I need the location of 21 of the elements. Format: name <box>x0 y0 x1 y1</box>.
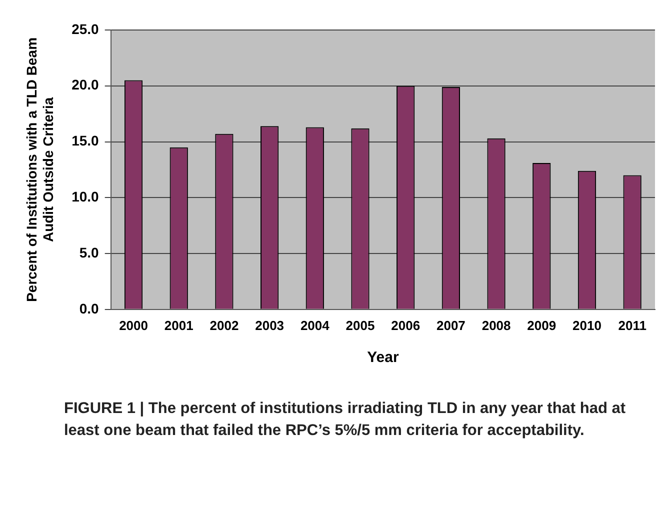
x-tick-label: 2008 <box>482 318 511 333</box>
y-tick-label: 0.0 <box>79 300 100 316</box>
y-axis-title: Percent of Institutions with a TLD Beam Audit Outside Criteria <box>23 37 56 302</box>
x-tick-label: 2003 <box>255 318 284 333</box>
x-tick-label: 2006 <box>391 318 420 333</box>
y-tick-label: 20.0 <box>72 76 100 93</box>
x-tick-label: 2002 <box>210 318 239 333</box>
x-axis-title: Year <box>367 349 399 366</box>
caption: FIGURE 1 | The percent of institutions irradiating TLD in any year that had at least one beam that failed the RPC’s 5%/5 mm criteria for acceptability. <box>64 399 627 441</box>
y-tick-label: 10.0 <box>72 188 100 204</box>
y-tick-label: 25.0 <box>72 20 100 37</box>
x-tick-label: 2010 <box>572 318 602 333</box>
x-tick-label: 2009 <box>527 318 556 333</box>
x-tick-label: 2001 <box>164 318 194 333</box>
x-tick-label: 2005 <box>346 318 375 333</box>
x-tick-label: 2000 <box>119 318 148 333</box>
y-tick-label: 5.0 <box>79 244 100 260</box>
x-tick-label: 2007 <box>436 318 466 333</box>
x-tick-label: 2004 <box>300 318 330 333</box>
y-tick-label: 15.0 <box>72 132 100 149</box>
x-tick-label: 2011 <box>618 318 646 333</box>
